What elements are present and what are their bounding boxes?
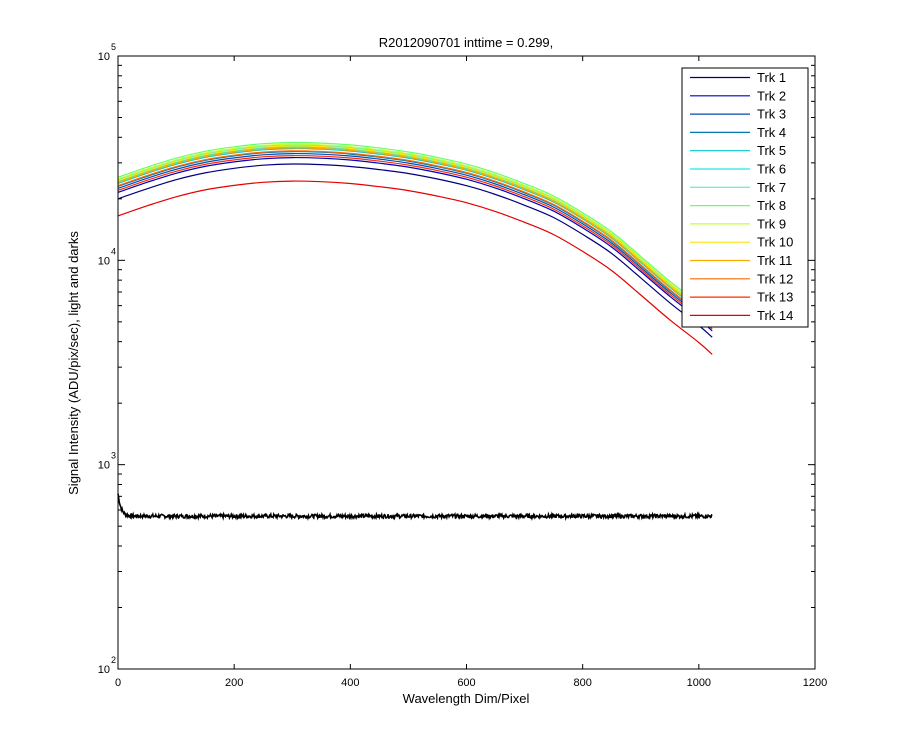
y-tick-label-exponent: 3 xyxy=(111,451,116,461)
y-tick-label-exponent: 4 xyxy=(111,246,116,256)
chart-title: R2012090701 inttime = 0.299, xyxy=(379,35,554,50)
x-tick-label: 400 xyxy=(341,677,359,689)
legend-label-3: Trk 3 xyxy=(757,107,786,122)
series-line-10 xyxy=(117,145,713,320)
dark-series-line xyxy=(117,493,713,522)
legend-label-10: Trk 10 xyxy=(757,235,793,250)
y-tick-label-base: 10 xyxy=(98,51,110,63)
legend-label-4: Trk 4 xyxy=(757,125,786,140)
y-tick-label-exponent: 5 xyxy=(111,42,116,52)
legend-label-8: Trk 8 xyxy=(757,198,786,213)
legend-label-2: Trk 2 xyxy=(757,88,786,103)
legend-label-13: Trk 13 xyxy=(757,290,793,305)
legend-label-5: Trk 5 xyxy=(757,143,786,158)
series-curves xyxy=(117,141,713,355)
legend-label-1: Trk 1 xyxy=(757,70,786,85)
legend-box xyxy=(681,67,809,328)
series-line-3 xyxy=(117,152,713,328)
series-line-8 xyxy=(117,141,713,317)
dark-curve-group xyxy=(117,493,713,522)
series-line-9 xyxy=(117,143,713,318)
series-line-14 xyxy=(117,180,713,355)
x-tick-label: 1000 xyxy=(687,677,711,689)
legend-label-9: Trk 9 xyxy=(757,216,786,231)
legend-label-6: Trk 6 xyxy=(757,162,786,177)
x-axis-title: Wavelength Dim/Pixel xyxy=(403,691,530,706)
legend-label-12: Trk 12 xyxy=(757,271,793,286)
y-tick-label-exponent: 2 xyxy=(111,655,116,665)
legend-label-7: Trk 7 xyxy=(757,180,786,195)
y-tick-label-base: 10 xyxy=(98,255,110,267)
series-line-1 xyxy=(117,163,713,338)
series-line-12 xyxy=(117,150,713,325)
y-tick-label-base: 10 xyxy=(98,460,110,472)
y-tick-label-base: 10 xyxy=(98,664,110,676)
x-tick-label: 200 xyxy=(225,677,243,689)
series-line-13 xyxy=(117,154,713,330)
y-axis-title: Signal Intensity (ADU/pix/sec), light an… xyxy=(66,231,81,495)
legend-label-11: Trk 11 xyxy=(757,253,792,268)
series-line-11 xyxy=(117,147,713,322)
x-tick-label: 600 xyxy=(457,677,475,689)
x-axis-ticks: 0 200 400 600 800 1000 1200 xyxy=(115,56,827,689)
legend: Trk 1 Trk 2 Trk 3 Trk 4 Trk 5 Trk 6 Trk 7 Trk 8… xyxy=(681,67,809,328)
series-line-2 xyxy=(117,156,713,332)
x-tick-label: 1200 xyxy=(803,677,827,689)
legend-label-14: Trk 14 xyxy=(757,308,793,323)
x-tick-label: 800 xyxy=(573,677,591,689)
x-tick-label: 0 xyxy=(115,677,121,689)
